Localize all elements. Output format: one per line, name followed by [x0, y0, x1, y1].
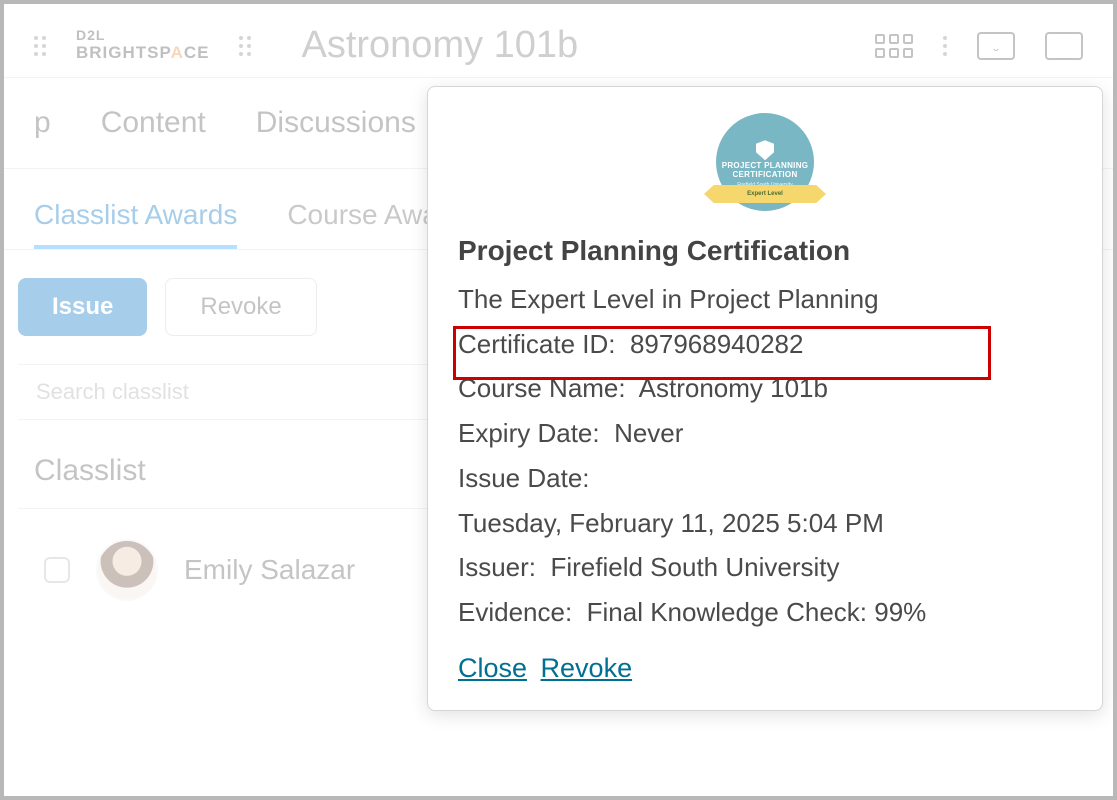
shield-icon [756, 140, 774, 160]
apps-grid-icon[interactable] [875, 34, 913, 58]
app-header: D2L BRIGHTSPACE Astronomy 101b [4, 4, 1113, 77]
revoke-link[interactable]: Revoke [541, 653, 633, 683]
drag-handle-icon [239, 36, 251, 56]
award-subtitle: The Expert Level in Project Planning [458, 277, 1072, 322]
nav-item-discussions[interactable]: Discussions [256, 106, 416, 140]
drag-handle-icon [34, 36, 46, 56]
ribbon-label: Expert Level [704, 185, 826, 203]
avatar [96, 539, 158, 601]
evidence-row: Evidence: Final Knowledge Check: 99% [458, 590, 1072, 635]
certificate-id-value: 897968940282 [630, 329, 804, 359]
student-checkbox[interactable] [44, 557, 70, 583]
course-name-row: Course Name: Astronomy 101b [458, 366, 1072, 411]
student-name: Emily Salazar [184, 554, 355, 586]
kebab-menu-icon[interactable] [943, 36, 947, 56]
course-name-label: Course Name: [458, 373, 626, 403]
award-details-modal: PROJECT PLANNING CERTIFICATION Firefield… [427, 86, 1103, 711]
issue-date-label: Issue Date: [458, 456, 1072, 501]
expiry-label: Expiry Date: [458, 418, 600, 448]
tab-classlist-awards[interactable]: Classlist Awards [34, 199, 237, 249]
issuer-row: Issuer: Firefield South University [458, 545, 1072, 590]
brightspace-logo: D2L BRIGHTSPACE [76, 28, 209, 62]
chat-icon[interactable] [1045, 32, 1083, 60]
nav-item-content[interactable]: Content [101, 106, 206, 140]
certificate-id-row: Certificate ID: 897968940282 [458, 322, 1072, 367]
issue-date-value: Tuesday, February 11, 2025 5:04 PM [458, 501, 1072, 546]
evidence-value: Final Knowledge Check: 99% [587, 597, 927, 627]
course-name-value: Astronomy 101b [639, 373, 828, 403]
mail-icon[interactable] [977, 32, 1015, 60]
evidence-label: Evidence: [458, 597, 572, 627]
issuer-value: Firefield South University [550, 552, 839, 582]
issue-button[interactable]: Issue [18, 278, 147, 336]
nav-item-partial[interactable]: p [34, 106, 51, 140]
award-title: Project Planning Certification [458, 235, 1072, 267]
modal-actions: Close Revoke [458, 653, 1072, 684]
certificate-id-label: Certificate ID: [458, 329, 616, 359]
close-link[interactable]: Close [458, 653, 527, 683]
issuer-label: Issuer: [458, 552, 536, 582]
revoke-button[interactable]: Revoke [165, 278, 316, 336]
award-badge: PROJECT PLANNING CERTIFICATION Firefield… [458, 107, 1072, 217]
course-title: Astronomy 101b [301, 24, 578, 67]
expiry-value: Never [614, 418, 683, 448]
expiry-row: Expiry Date: Never [458, 411, 1072, 456]
